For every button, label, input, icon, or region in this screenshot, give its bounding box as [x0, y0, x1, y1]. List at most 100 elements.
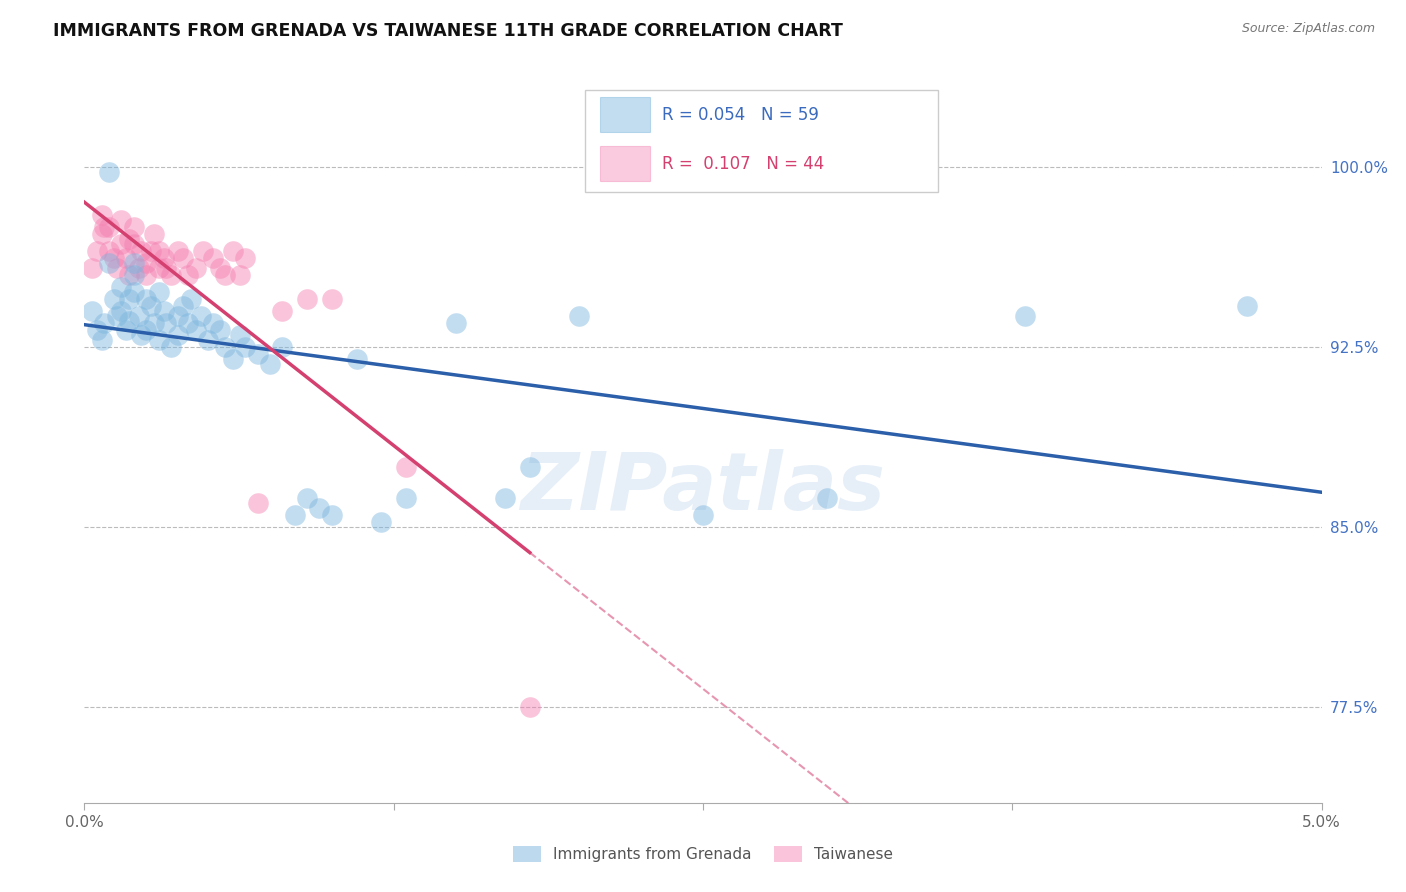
Point [692, 508, 714, 522]
Point [167, 309, 190, 323]
Point [93, 220, 115, 235]
Point [214, 340, 236, 354]
Text: Source: ZipAtlas.com: Source: ZipAtlas.com [1241, 22, 1375, 36]
Point [202, 252, 225, 266]
Point [122, 268, 145, 283]
Point [197, 333, 219, 347]
Point [444, 316, 467, 330]
Point [395, 460, 418, 475]
Point [103, 252, 125, 266]
Point [80, 304, 103, 318]
Point [321, 508, 343, 522]
Point [214, 268, 236, 283]
Point [271, 340, 294, 354]
Point [259, 357, 281, 371]
Point [167, 328, 190, 343]
Point [105, 309, 128, 323]
Point [148, 285, 170, 299]
Point [86, 244, 108, 259]
Point [105, 260, 128, 275]
Text: R = 0.054   N = 59: R = 0.054 N = 59 [662, 105, 820, 123]
Point [110, 304, 132, 318]
Point [152, 304, 174, 318]
Point [222, 244, 245, 259]
Point [90, 208, 112, 222]
Point [135, 323, 157, 337]
Point [209, 323, 232, 337]
Point [295, 491, 318, 506]
Point [160, 268, 183, 283]
Point [129, 244, 152, 259]
Point [98, 256, 121, 270]
Point [118, 314, 141, 328]
Point [209, 260, 232, 275]
Point [141, 244, 163, 259]
Point [90, 333, 112, 347]
Text: IMMIGRANTS FROM GRENADA VS TAIWANESE 11TH GRADE CORRELATION CHART: IMMIGRANTS FROM GRENADA VS TAIWANESE 11T… [53, 22, 844, 40]
Point [98, 220, 121, 235]
Point [98, 165, 121, 179]
Point [155, 316, 177, 330]
Point [142, 316, 165, 330]
Point [86, 323, 108, 337]
Point [115, 323, 138, 337]
Point [190, 309, 212, 323]
Text: R =  0.107   N = 44: R = 0.107 N = 44 [662, 155, 824, 173]
Point [191, 244, 214, 259]
FancyBboxPatch shape [585, 90, 938, 192]
Point [122, 285, 145, 299]
Point [110, 280, 132, 294]
Point [148, 333, 170, 347]
Text: ZIPatlas: ZIPatlas [520, 450, 886, 527]
Point [118, 232, 141, 246]
Point [180, 292, 202, 306]
Point [1014, 309, 1036, 323]
Point [519, 699, 541, 714]
Point [177, 316, 200, 330]
Point [568, 309, 591, 323]
Point [284, 508, 307, 522]
Point [103, 292, 125, 306]
Point [370, 515, 392, 529]
Point [135, 256, 157, 270]
Point [172, 299, 194, 313]
Point [148, 244, 170, 259]
Point [233, 252, 256, 266]
Point [152, 252, 174, 266]
Point [246, 347, 269, 361]
Point [202, 316, 225, 330]
Point [395, 491, 418, 506]
Point [148, 260, 170, 275]
Point [115, 252, 138, 266]
Point [142, 227, 165, 242]
Point [815, 491, 838, 506]
Legend: Immigrants from Grenada, Taiwanese: Immigrants from Grenada, Taiwanese [508, 840, 898, 868]
Point [295, 292, 318, 306]
Point [141, 299, 163, 313]
Point [229, 268, 252, 283]
Point [222, 352, 245, 367]
FancyBboxPatch shape [600, 97, 650, 132]
Point [80, 260, 103, 275]
Point [160, 340, 183, 354]
FancyBboxPatch shape [600, 146, 650, 181]
Point [128, 309, 150, 323]
Point [1236, 299, 1258, 313]
Point [177, 268, 200, 283]
Point [233, 340, 256, 354]
Point [110, 237, 132, 252]
Point [122, 256, 145, 270]
Point [93, 316, 115, 330]
Point [135, 292, 157, 306]
Point [184, 323, 207, 337]
Point [321, 292, 343, 306]
Point [184, 260, 207, 275]
Point [494, 491, 516, 506]
Point [271, 304, 294, 318]
Point [98, 244, 121, 259]
Point [135, 268, 157, 283]
Point [118, 292, 141, 306]
Point [155, 260, 177, 275]
Point [122, 220, 145, 235]
Point [308, 500, 330, 515]
